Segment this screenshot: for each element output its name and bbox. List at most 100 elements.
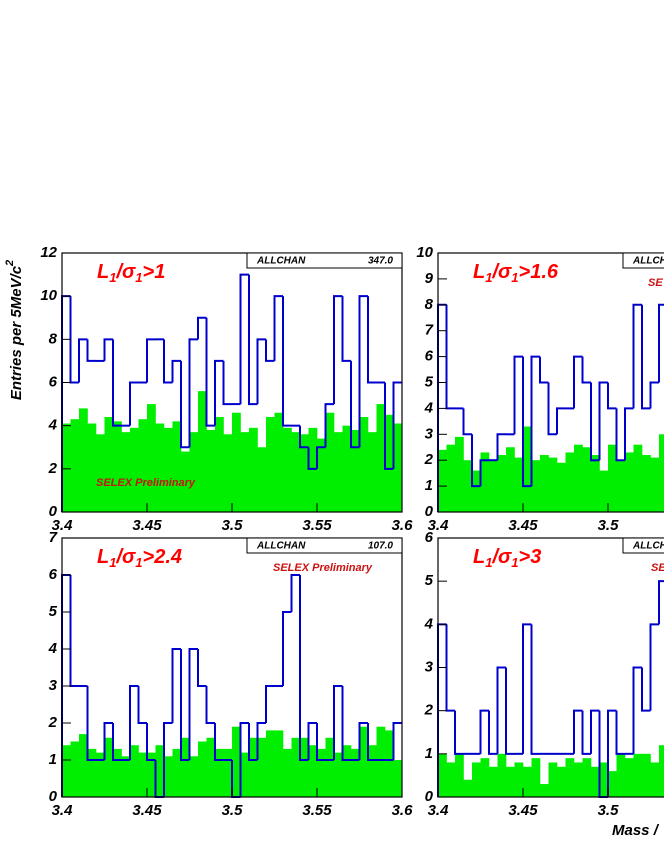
background-bar — [130, 427, 139, 512]
background-bar — [249, 737, 258, 797]
signal-step — [188, 648, 198, 760]
signal-step — [171, 648, 181, 723]
background-bar — [87, 748, 97, 797]
background-bar — [531, 460, 541, 512]
signal-step — [445, 624, 455, 712]
signal-step — [333, 685, 343, 760]
title-part: L — [473, 261, 485, 283]
signal-step — [590, 382, 600, 462]
background-bar — [540, 784, 549, 797]
x-tick-label: 3.4 — [428, 802, 450, 819]
signal-step — [607, 709, 617, 797]
signal-step — [316, 723, 326, 761]
background-bar — [240, 432, 250, 512]
y-tick-label: 1 — [425, 745, 433, 762]
background-bar — [317, 748, 326, 797]
title-part: L — [97, 261, 109, 283]
signal-step — [607, 382, 617, 410]
x-tick-label: 3.45 — [132, 802, 162, 819]
y-tick-label: 8 — [425, 296, 434, 313]
x-tick-label: 3.45 — [132, 517, 162, 534]
title-part: 1 — [511, 270, 518, 285]
panel-title: L1/σ1>2.4 — [97, 546, 182, 570]
background-bar — [79, 408, 88, 512]
signal-step — [462, 408, 472, 436]
background-bar — [291, 737, 301, 797]
signal-step — [324, 403, 334, 448]
x-tick-label: 3.5 — [598, 802, 620, 819]
signal-step — [615, 408, 625, 462]
background-bar — [300, 434, 309, 512]
background-bar — [223, 748, 233, 797]
signal-step — [641, 304, 651, 410]
x-tick-label: 3.55 — [302, 517, 332, 534]
x-tick-label: 3.45 — [508, 517, 538, 534]
background-bar — [215, 748, 224, 797]
background-bar — [393, 423, 403, 512]
background-bar — [87, 423, 97, 512]
x-tick-label: 3.55 — [302, 802, 332, 819]
y-tick-label: 5 — [49, 603, 58, 620]
background-bar — [557, 462, 566, 512]
background-bar — [659, 745, 664, 797]
background-bar — [625, 452, 634, 512]
background-bar — [164, 756, 173, 797]
background-bar — [130, 745, 139, 797]
y-axis-title-sup: 2 — [4, 260, 16, 267]
background-bar — [266, 730, 275, 797]
x-axis-title: Mass / — [612, 822, 660, 839]
signal-step — [205, 686, 215, 724]
title-part: >1 — [143, 261, 166, 283]
signal-step — [146, 723, 156, 761]
background-bar — [172, 421, 182, 512]
signal-step — [69, 296, 79, 384]
background-bar — [548, 457, 558, 512]
background-bar — [463, 779, 473, 797]
signal-step — [180, 360, 190, 449]
background-bar — [198, 741, 207, 797]
signal-step — [649, 381, 659, 409]
background-bar — [334, 432, 343, 512]
background-bar — [582, 447, 592, 512]
y-tick-label: 2 — [48, 714, 58, 731]
background-bar — [523, 426, 532, 512]
signal-step — [86, 686, 96, 761]
background-bar — [514, 457, 524, 512]
signal-step — [112, 723, 122, 761]
signal-step — [479, 459, 489, 487]
background-bar — [308, 427, 318, 512]
signal-step — [522, 623, 532, 754]
y-tick-label: 2 — [424, 451, 434, 468]
signal-step — [112, 339, 122, 427]
background-bar — [223, 434, 233, 512]
y-tick-label: 3 — [425, 425, 434, 442]
title-part: 1 — [485, 555, 492, 570]
signal-step — [573, 709, 583, 754]
background-bar — [138, 752, 148, 797]
background-bar — [608, 444, 617, 512]
y-tick-label: 1 — [49, 751, 57, 768]
signal-step — [171, 359, 181, 383]
background-bar — [497, 753, 507, 797]
signal-step — [307, 722, 317, 760]
y-tick-label: 4 — [48, 640, 58, 657]
signal-step — [632, 666, 642, 754]
background-bar — [189, 432, 199, 512]
signal-step — [256, 722, 266, 760]
background-bar — [574, 762, 583, 797]
y-tick-label: 4 — [48, 417, 58, 434]
preliminary-note: SELEX Preliminary — [96, 477, 196, 489]
background-bar — [121, 432, 131, 512]
signal-step — [129, 381, 139, 426]
background-bar — [480, 758, 490, 797]
background-bar — [608, 771, 617, 797]
background-bar — [650, 457, 660, 512]
signal-step — [333, 295, 343, 405]
y-tick-label: 0 — [49, 788, 58, 805]
y-tick-label: 8 — [49, 330, 58, 347]
background-bar — [531, 758, 541, 797]
background-bar — [274, 412, 284, 512]
signal-step — [103, 722, 113, 760]
background-bar — [506, 766, 515, 797]
title-part: >1.6 — [519, 261, 559, 283]
